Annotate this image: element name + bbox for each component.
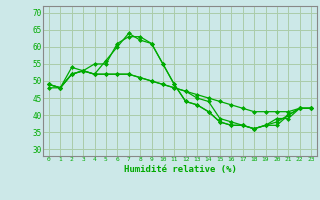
X-axis label: Humidité relative (%): Humidité relative (%)	[124, 165, 236, 174]
